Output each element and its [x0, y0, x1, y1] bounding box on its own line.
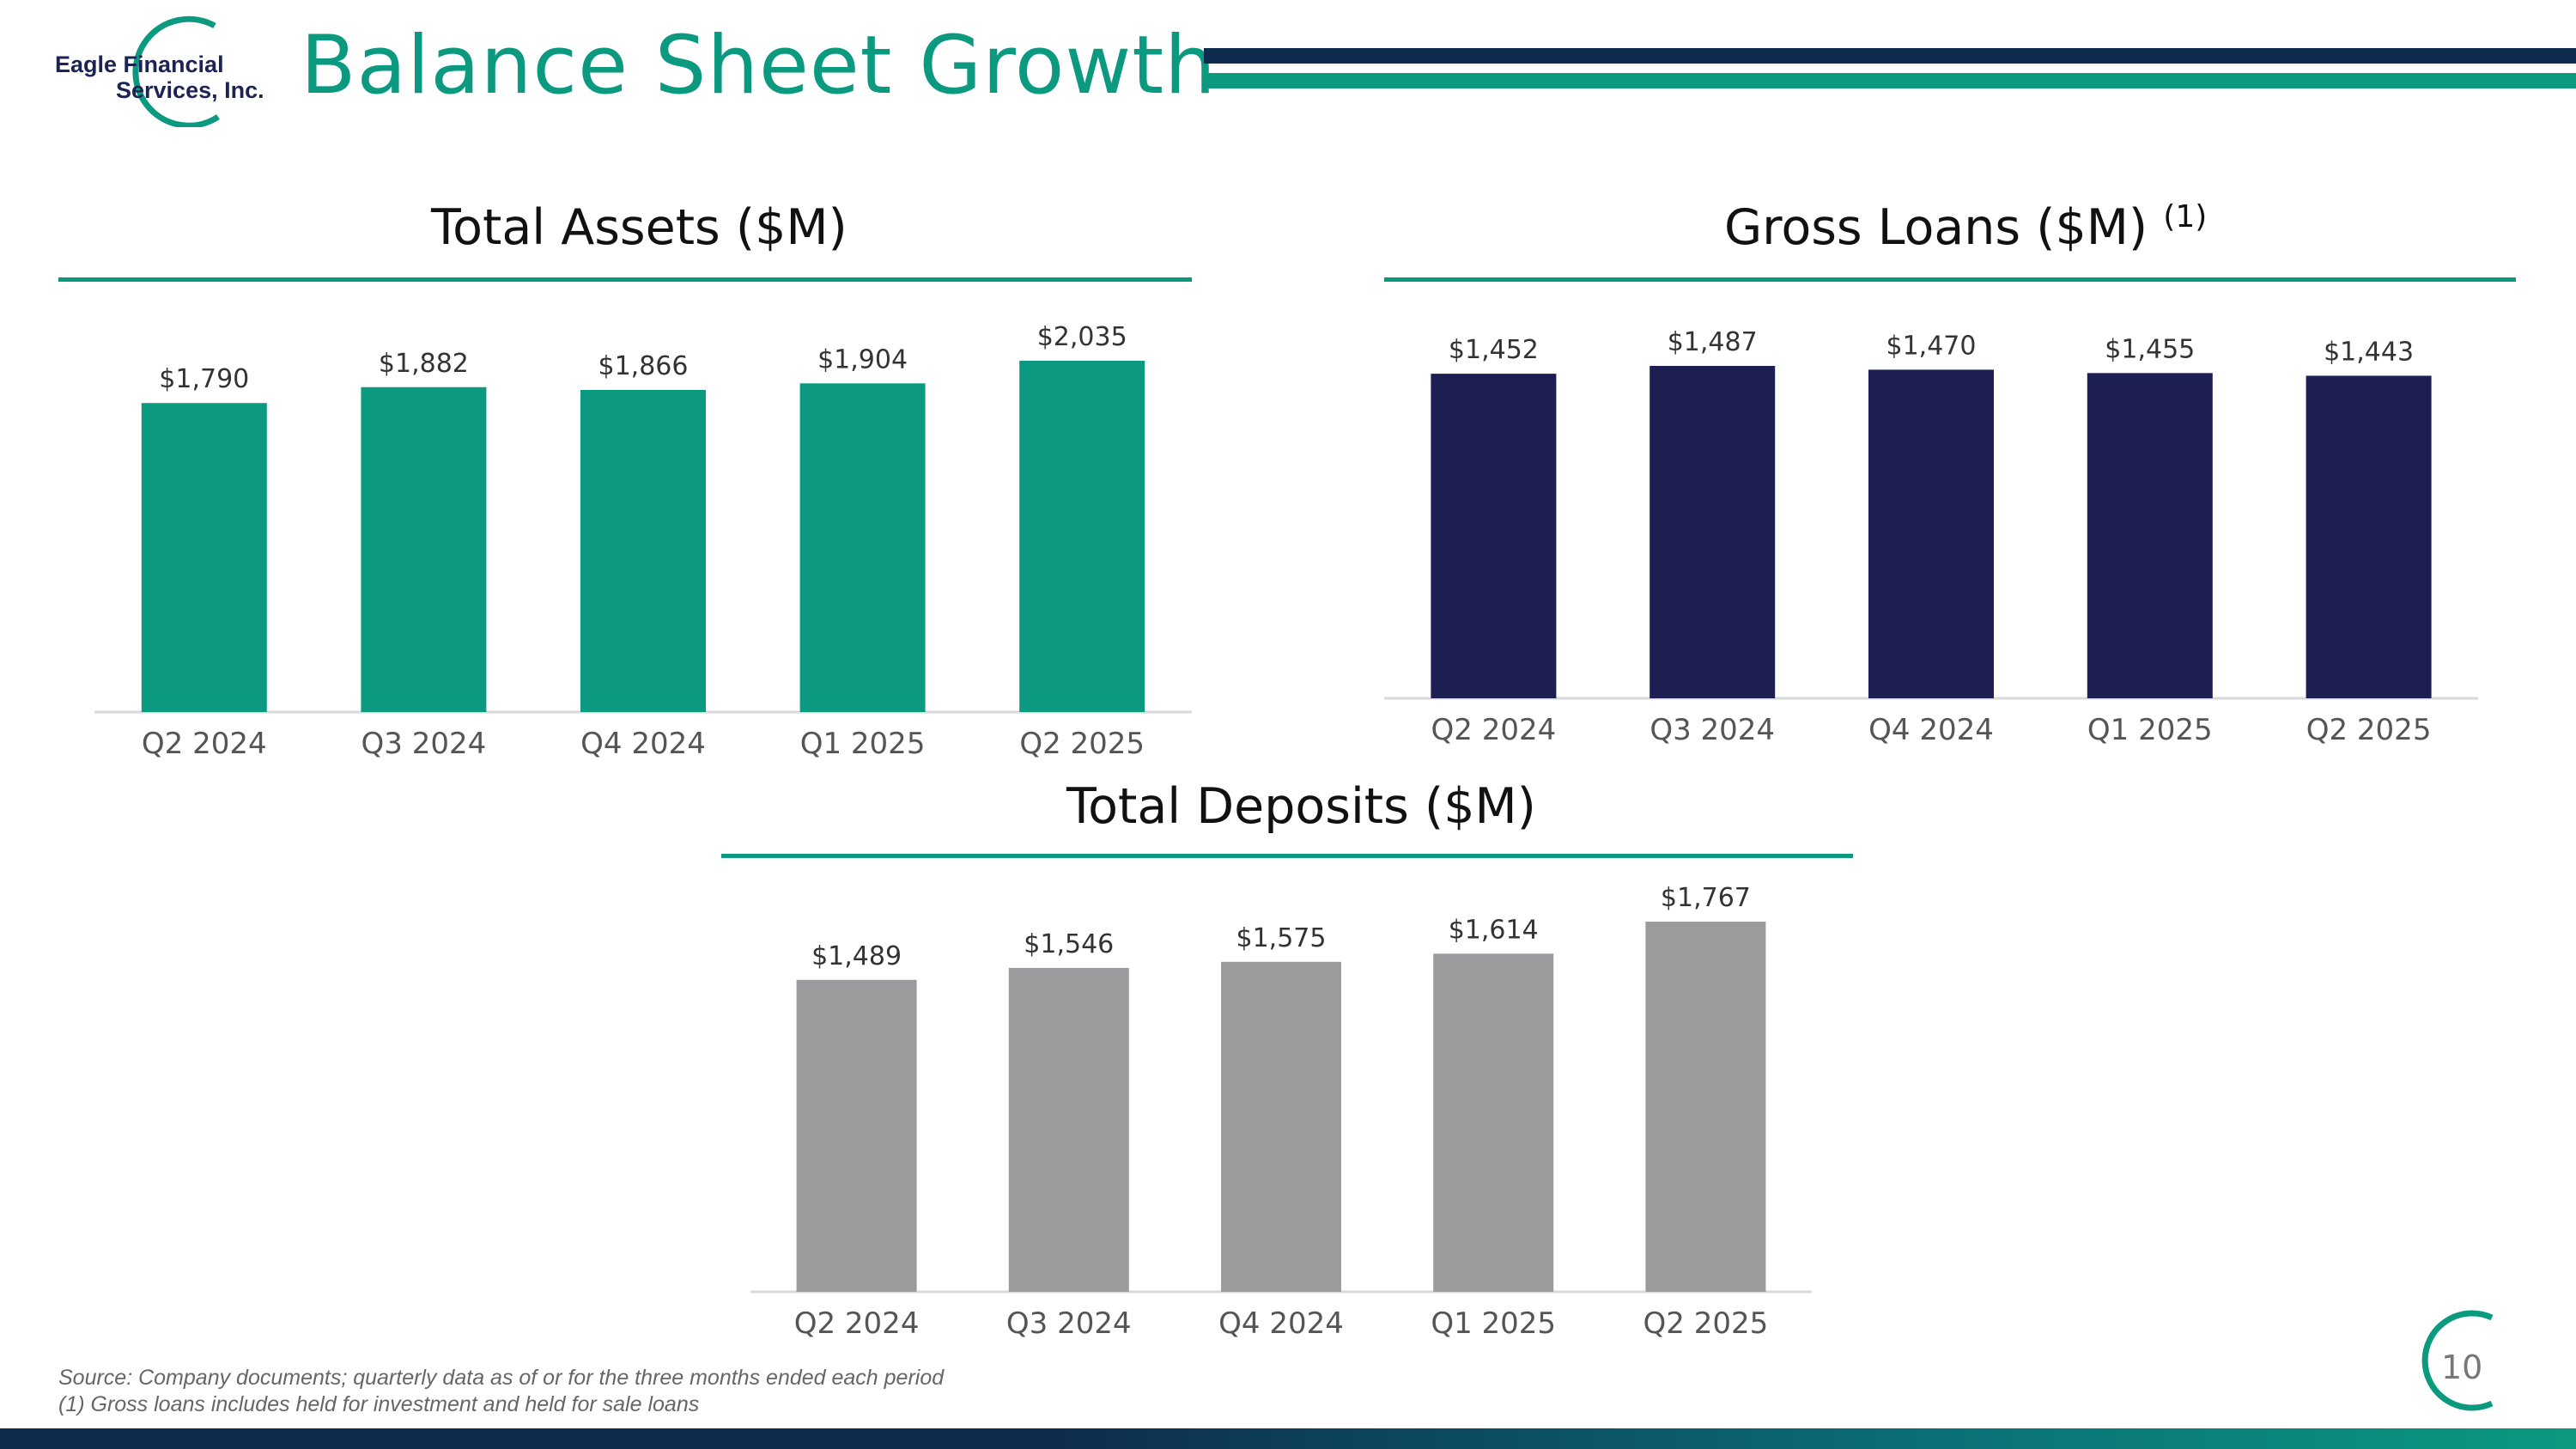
deposits-bar-3	[1221, 961, 1341, 1292]
assets-tick-label-5: Q2 2025	[1019, 727, 1145, 761]
deposits-chart-title: Total Deposits ($M)	[1066, 778, 1536, 835]
loans-tick-label-3: Q4 2024	[1868, 713, 1994, 747]
assets-bar-2	[361, 387, 487, 712]
page-title: Balance Sheet Growth	[301, 19, 1217, 113]
deposits-data-label-1: $1,489	[811, 941, 902, 971]
assets-bar-1	[141, 403, 267, 712]
deposits-tick-label-2: Q3 2024	[1006, 1306, 1132, 1341]
page-badge-arc-icon	[2421, 1310, 2494, 1411]
assets-data-label-1: $1,790	[159, 364, 249, 394]
deposits-bar-1	[796, 979, 917, 1292]
loans-bar-4	[2087, 373, 2213, 698]
assets-chart-title: Total Assets ($M)	[431, 199, 848, 256]
loans-chart-title: Gross Loans ($M) (1)	[1724, 199, 2208, 256]
loans-bar-1	[1431, 374, 1557, 698]
loans-data-label-2: $1,487	[1668, 327, 1758, 357]
loans-tick-label-1: Q2 2024	[1431, 713, 1557, 747]
page-number: 10	[2441, 1349, 2483, 1386]
loans-title-rule	[1384, 277, 2516, 282]
assets-bar-5	[1019, 361, 1145, 712]
loans-bar-3	[1868, 369, 1994, 698]
deposits-tick-label-5: Q2 2025	[1643, 1306, 1769, 1341]
assets-tick-label-4: Q1 2025	[800, 727, 926, 761]
footnote-source: Source: Company documents; quarterly dat…	[58, 1366, 945, 1390]
logo-arc-icon	[132, 15, 220, 127]
assets-tick-label-3: Q4 2024	[580, 727, 706, 761]
loans-bar-5	[2306, 375, 2432, 698]
loans-title-footnote: (1)	[2163, 199, 2208, 234]
footnote-1: (1) Gross loans includes held for invest…	[58, 1392, 700, 1416]
title-divider-teal	[1204, 73, 2576, 88]
deposits-data-label-3: $1,575	[1236, 923, 1327, 953]
assets-tick-label-1: Q2 2024	[142, 727, 267, 761]
loans-data-label-1: $1,452	[1449, 335, 1539, 365]
deposits-data-label-4: $1,614	[1449, 915, 1539, 945]
assets-tick-label-2: Q3 2024	[361, 727, 487, 761]
loans-data-label-3: $1,470	[1886, 331, 1977, 361]
assets-bar-3	[580, 389, 706, 712]
loans-tick-label-4: Q1 2025	[2087, 713, 2213, 747]
assets-bar-4	[799, 383, 926, 712]
bottom-band	[0, 1428, 2576, 1449]
deposits-tick-label-3: Q4 2024	[1218, 1306, 1344, 1341]
assets-data-label-4: $1,904	[817, 344, 908, 374]
logo-text-line1: Eagle Financial	[55, 52, 224, 77]
loans-bar-2	[1649, 366, 1776, 698]
title-divider-navy	[1204, 48, 2576, 64]
company-logo: Eagle Financial Services, Inc.	[34, 15, 275, 127]
assets-data-label-5: $2,035	[1037, 322, 1127, 352]
assets-data-label-3: $1,866	[598, 351, 689, 381]
loans-tick-label-2: Q3 2024	[1649, 713, 1775, 747]
deposits-data-label-5: $1,767	[1661, 883, 1751, 913]
deposits-title-rule	[721, 854, 1853, 858]
assets-data-label-2: $1,882	[379, 349, 469, 379]
deposits-tick-label-4: Q1 2025	[1431, 1306, 1556, 1341]
loans-data-label-4: $1,455	[2105, 334, 2195, 364]
loans-data-label-5: $1,443	[2324, 337, 2414, 367]
logo-text-line2: Services, Inc.	[116, 77, 264, 103]
deposits-bar-2	[1008, 967, 1129, 1292]
deposits-data-label-2: $1,546	[1024, 929, 1114, 959]
loans-tick-label-5: Q2 2025	[2306, 713, 2432, 747]
deposits-tick-label-1: Q2 2024	[794, 1306, 920, 1341]
deposits-bar-4	[1433, 953, 1554, 1292]
deposits-bar-5	[1645, 922, 1766, 1292]
assets-title-rule	[58, 277, 1192, 282]
